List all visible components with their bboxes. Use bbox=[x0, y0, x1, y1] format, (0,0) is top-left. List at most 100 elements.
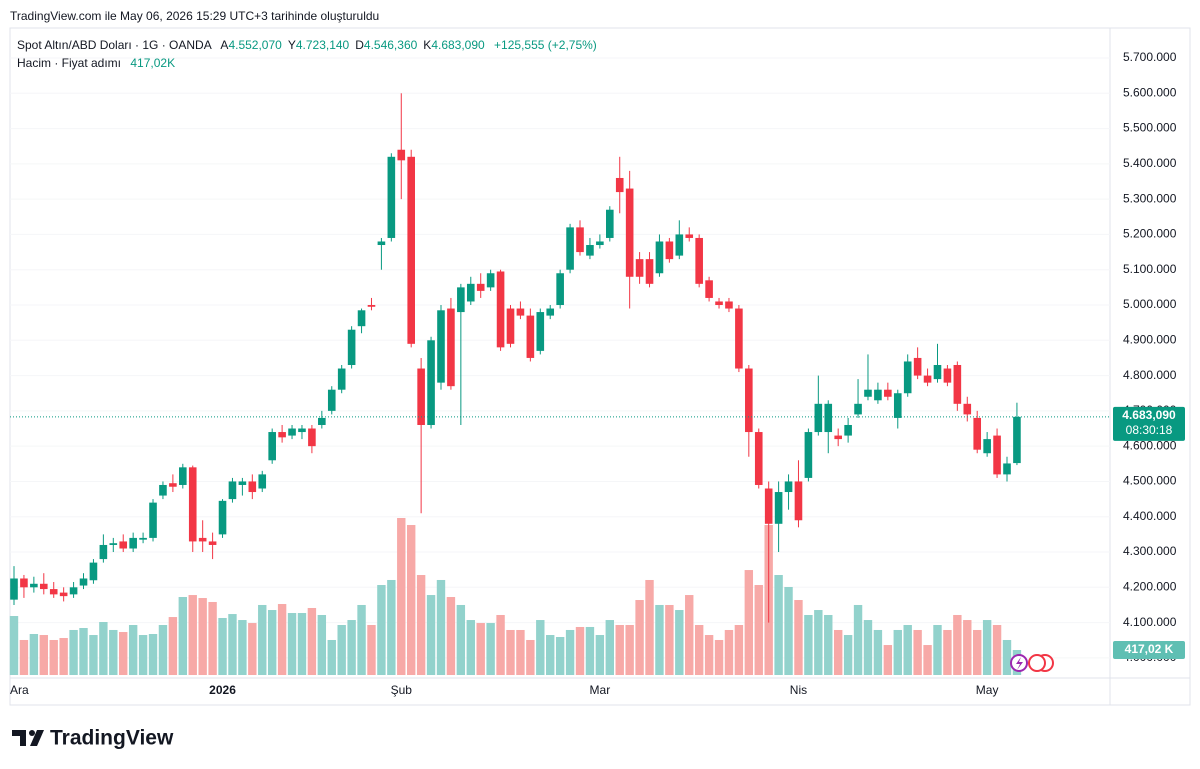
candle-body bbox=[39, 583, 48, 590]
candle-body bbox=[20, 578, 28, 588]
ohlc-legend: A4.552,070 Y4.723,140 D4.546,360 K4.683,090 bbox=[214, 38, 484, 52]
volume-bar bbox=[754, 585, 763, 675]
volume-bar bbox=[992, 625, 1002, 675]
candle-body bbox=[218, 500, 227, 535]
volume-bar bbox=[39, 635, 48, 675]
volume-bar bbox=[198, 598, 207, 675]
candle-body bbox=[59, 592, 68, 597]
volume-bar bbox=[645, 579, 654, 675]
volume-bar bbox=[973, 629, 982, 675]
y-tick-label: 5.500.000 bbox=[1123, 121, 1177, 135]
volume-bar bbox=[655, 604, 664, 675]
volume-bar bbox=[347, 620, 356, 675]
volume-bar bbox=[575, 626, 585, 675]
volume-bar bbox=[714, 639, 724, 675]
volume-bar bbox=[585, 626, 595, 675]
ohlc-key: Y bbox=[287, 38, 296, 52]
last-price-label: 4.683,090 bbox=[1122, 408, 1176, 422]
candle-body bbox=[516, 308, 525, 316]
candle-body bbox=[794, 481, 803, 521]
candle-body bbox=[506, 308, 515, 344]
candle-body bbox=[238, 481, 247, 485]
candle-body bbox=[735, 308, 743, 369]
y-tick-label: 4.100.000 bbox=[1123, 615, 1177, 629]
candle-body bbox=[536, 312, 545, 351]
volume-bar bbox=[119, 632, 128, 675]
event-icon[interactable] bbox=[1028, 654, 1046, 672]
candle-body bbox=[784, 481, 793, 493]
candle-body bbox=[278, 432, 286, 438]
candle-body bbox=[635, 259, 644, 277]
volume-bar bbox=[307, 607, 317, 675]
candle-body bbox=[119, 541, 128, 549]
volume-bar bbox=[99, 622, 108, 675]
candle-body bbox=[89, 562, 98, 581]
y-tick-label: 5.000.000 bbox=[1123, 297, 1177, 311]
volume-bar bbox=[784, 586, 793, 675]
volume-bar bbox=[148, 633, 158, 675]
volume-bar bbox=[188, 595, 197, 675]
volume-bar bbox=[923, 645, 932, 675]
candle-body bbox=[188, 467, 197, 542]
candle-body bbox=[377, 241, 386, 246]
volume-bar bbox=[327, 639, 336, 675]
volume-bar bbox=[416, 575, 426, 675]
candle-body bbox=[814, 403, 823, 433]
volume-bar bbox=[238, 620, 247, 675]
y-tick-label: 5.200.000 bbox=[1123, 227, 1177, 241]
volume-bar bbox=[506, 629, 515, 675]
candle-body bbox=[327, 389, 336, 411]
candle-body bbox=[1003, 463, 1011, 475]
volume-bar bbox=[546, 635, 555, 675]
candle-body bbox=[49, 589, 58, 595]
volume-bar bbox=[397, 518, 406, 675]
volume-bar bbox=[387, 579, 396, 675]
volume-bar bbox=[1002, 639, 1012, 675]
volume-bar bbox=[267, 610, 277, 675]
volume-bar bbox=[883, 645, 893, 675]
candle-body bbox=[1013, 416, 1021, 464]
volume-bar bbox=[694, 625, 704, 675]
volume-bar bbox=[635, 600, 644, 675]
candle-body bbox=[457, 287, 465, 313]
logo-mark bbox=[30, 730, 44, 746]
volume-bar bbox=[516, 629, 525, 675]
y-tick-label: 4.300.000 bbox=[1123, 544, 1177, 558]
candle-body bbox=[179, 467, 187, 485]
x-tick-label: May bbox=[976, 683, 999, 697]
volume-bar bbox=[843, 635, 853, 675]
volume-bar bbox=[446, 597, 456, 675]
volume-bar bbox=[953, 614, 962, 675]
x-tick-label: Mar bbox=[590, 683, 611, 697]
legend-row: Spot Altın/ABD Doları · 1G · OANDA A4.55… bbox=[17, 38, 597, 52]
candle-body bbox=[834, 435, 842, 440]
candle-body bbox=[10, 578, 18, 600]
candle-body bbox=[983, 439, 991, 454]
y-tick-label: 4.600.000 bbox=[1123, 438, 1177, 452]
candle-body bbox=[645, 259, 654, 284]
candle-body bbox=[903, 361, 912, 394]
volume-bar bbox=[794, 600, 803, 675]
volume-bar bbox=[19, 639, 29, 675]
candle-body bbox=[298, 428, 306, 433]
volume-bar bbox=[138, 635, 148, 675]
candle-body bbox=[943, 368, 952, 383]
volume-bar bbox=[367, 625, 376, 675]
volume-bar bbox=[456, 604, 466, 675]
last-volume-box bbox=[1113, 641, 1185, 660]
x-tick-label: Ara bbox=[10, 683, 29, 697]
volume-bar bbox=[158, 625, 168, 675]
volume-bar bbox=[605, 620, 614, 675]
candle-body bbox=[973, 417, 982, 450]
candle-body bbox=[407, 156, 415, 344]
volume-bar bbox=[208, 601, 217, 675]
brand-name: TradingView bbox=[50, 727, 174, 750]
volume-bar bbox=[615, 625, 624, 675]
volume-bar bbox=[496, 614, 505, 675]
volume-bar bbox=[29, 633, 39, 675]
candle-body bbox=[774, 492, 783, 524]
volume-bar bbox=[913, 629, 922, 675]
y-tick-label: 5.400.000 bbox=[1123, 156, 1177, 170]
